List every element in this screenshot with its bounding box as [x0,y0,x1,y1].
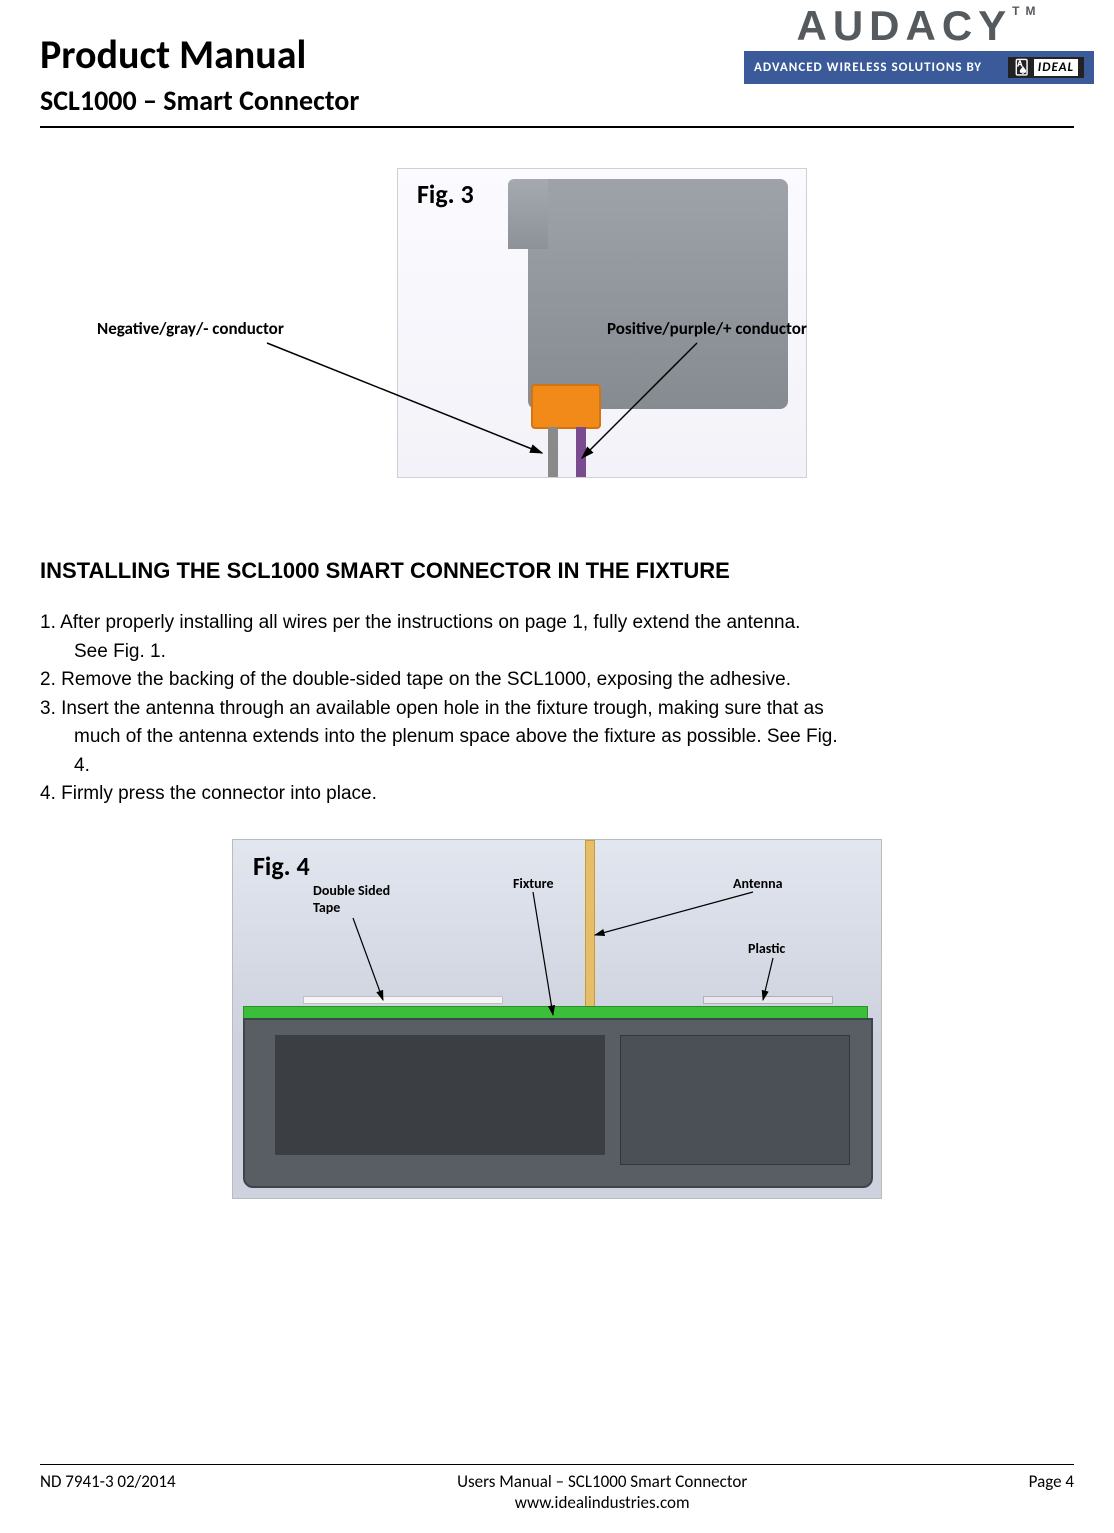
annotation-plastic: Plastic [748,940,785,957]
plastic-illustration [703,996,833,1004]
footer-center: Users Manual – SCL1000 Smart Connector w… [457,1471,747,1513]
tape-illustration [303,996,503,1004]
footer-left: ND 7941-3 02/2014 [40,1471,176,1513]
step-1-cont: See Fig. 1. [40,638,1074,667]
fixture-shell [243,1018,873,1188]
brand-logo: AUDACYTM ADVANCED WIRELESS SOLUTIONS BY … [744,5,1094,84]
negative-conductor-label: Negative/gray/- conductor [97,318,284,339]
step-1: 1. After properly installing all wires p… [40,609,1074,638]
brand-name: AUDACYTM [744,5,1094,47]
figure-3: Fig. 3 Negative/gray/- conductor Positiv… [207,168,907,508]
brand-tagline: ADVANCED WIRELESS SOLUTIONS BY [754,60,982,75]
step-3-cont-a: much of the antenna extends into the ple… [40,723,1074,752]
step-3-cont-b: 4. [40,752,1074,781]
fig4-caption: Fig. 4 [253,850,310,882]
footer-right: Page 4 [1029,1471,1074,1513]
section-heading: INSTALLING THE SCL1000 SMART CONNECTOR I… [40,558,1074,584]
positive-conductor-label: Positive/purple/+ conductor [607,318,807,339]
cards-icon: 🂡 [1014,59,1029,76]
antenna-illustration [585,840,595,1030]
annotation-tape: Double Sided Tape [313,882,390,916]
ideal-badge: 🂡 IDEAL [1008,57,1084,78]
gray-wire [548,427,558,477]
step-2: 2. Remove the backing of the double-side… [40,666,1074,695]
fixture-cavity-right [620,1035,850,1165]
terminal-block [531,384,601,429]
brand-tagline-bar: ADVANCED WIRELESS SOLUTIONS BY 🂡 IDEAL [744,51,1094,84]
annotation-fixture: Fixture [513,875,554,892]
figure-4: Fig. 4 Double Sided Tape Fixture Antenna… [232,839,882,1199]
step-4: 4. Firmly press the connector into place… [40,780,1074,809]
purple-wire [576,427,586,477]
doc-subtitle: SCL1000 – Smart Connector [40,83,1074,118]
connector-body-illustration [528,179,788,409]
annotation-antenna: Antenna [733,875,783,892]
page-header: Product Manual SCL1000 – Smart Connector… [40,30,1074,128]
fig3-caption: Fig. 3 [417,178,474,210]
fixture-cavity-left [275,1035,605,1155]
step-3: 3. Insert the antenna through an availab… [40,695,1074,724]
page-footer: ND 7941-3 02/2014 Users Manual – SCL1000… [40,1464,1074,1513]
connector-step [508,179,548,249]
install-steps: 1. After properly installing all wires p… [40,609,1074,809]
